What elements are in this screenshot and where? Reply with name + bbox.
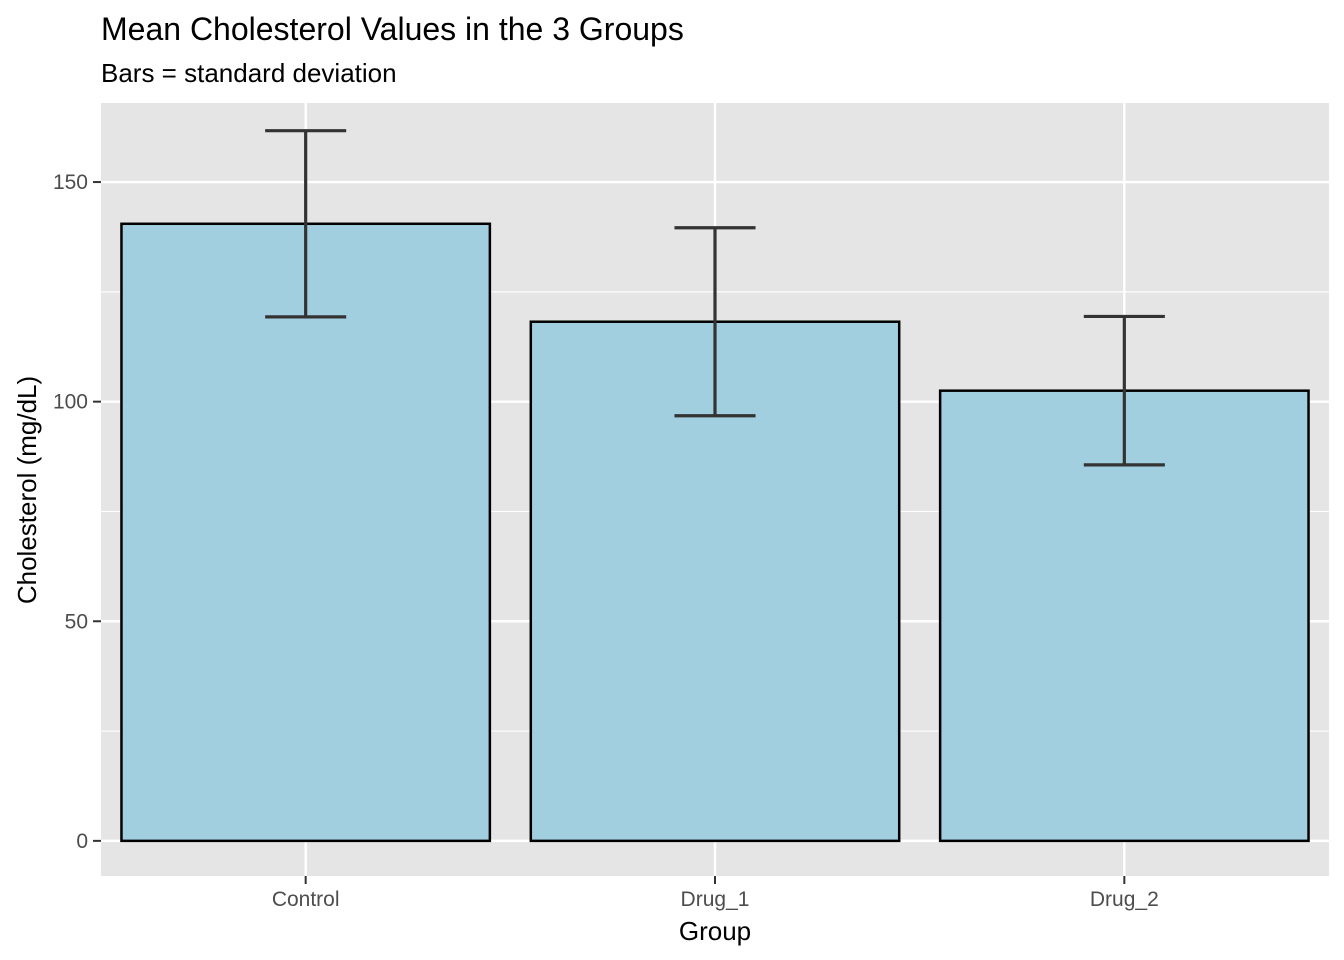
error-bar-drug-1 [674, 226, 756, 418]
error-bar-control [265, 129, 347, 319]
x-axis: Control Drug_1 Drug_2 [272, 876, 1159, 911]
chart-title: Mean Cholesterol Values in the 3 Groups [101, 11, 684, 47]
error-bar-drug-2 [1083, 314, 1165, 467]
y-tick-label: 50 [65, 610, 88, 633]
bar-control [120, 222, 492, 843]
error-bars [265, 129, 1165, 467]
chart-subtitle: Bars = standard deviation [101, 58, 397, 88]
x-tick-label: Control [272, 888, 340, 911]
x-tick-label: Drug_2 [1090, 888, 1159, 911]
y-tick-label: 0 [76, 830, 88, 853]
y-axis: 0 50 100 150 [53, 171, 101, 853]
x-tick-label: Drug_1 [681, 888, 750, 911]
y-axis-title: Cholesterol (mg/dL) [12, 376, 42, 604]
y-tick-label: 100 [53, 391, 88, 414]
x-axis-title: Group [679, 916, 751, 946]
y-tick-label: 150 [53, 171, 88, 194]
